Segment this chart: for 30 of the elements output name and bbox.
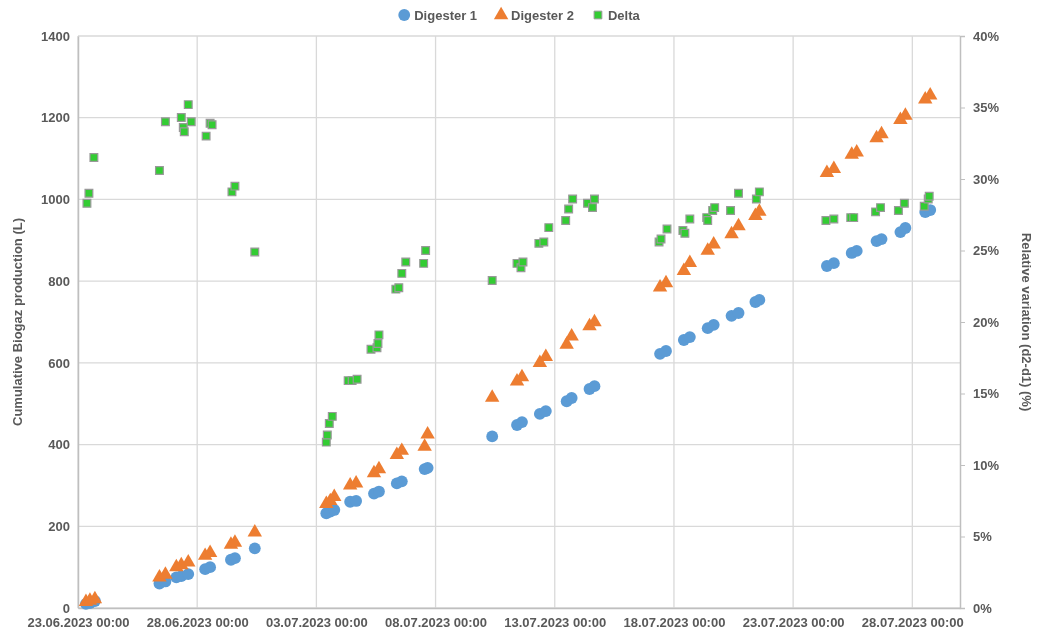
y-tick-label: 0 bbox=[62, 600, 70, 616]
y-axis-title: Cumulative Biogaz production (L) bbox=[10, 218, 25, 426]
y-tick-label: 400 bbox=[48, 437, 70, 453]
legend-label: Delta bbox=[607, 8, 641, 23]
y-tick-label: 200 bbox=[48, 518, 70, 534]
y2-tick-label: 10% bbox=[973, 457, 1000, 473]
y2-axis-title: Relative variation (d2-d1) (%) bbox=[1019, 232, 1034, 412]
x-tick-label: 18.07.2023 00:00 bbox=[623, 615, 726, 631]
y2-tick-label: 20% bbox=[973, 314, 1000, 330]
y-tick-label: 800 bbox=[48, 273, 70, 289]
x-tick-label: 23.06.2023 00:00 bbox=[27, 615, 130, 631]
y2-tick-label: 35% bbox=[973, 100, 1000, 116]
x-tick-label: 13.07.2023 00:00 bbox=[504, 615, 607, 631]
y-tick-label: 1000 bbox=[41, 192, 70, 208]
y2-tick-label: 5% bbox=[973, 529, 993, 545]
y2-tick-label: 30% bbox=[973, 171, 1000, 187]
legend-label: Digester 2 bbox=[511, 8, 574, 23]
y-tick-label: 1400 bbox=[41, 28, 70, 44]
x-tick-label: 03.07.2023 00:00 bbox=[265, 615, 368, 631]
x-tick-label: 08.07.2023 00:00 bbox=[385, 615, 488, 631]
y2-tick-label: 0% bbox=[973, 600, 993, 616]
y2-tick-label: 25% bbox=[973, 243, 1000, 259]
y-tick-label: 600 bbox=[48, 355, 70, 371]
y2-tick-label: 40% bbox=[973, 28, 1000, 44]
x-tick-label: 28.07.2023 00:00 bbox=[861, 615, 964, 631]
x-tick-label: 23.07.2023 00:00 bbox=[742, 615, 845, 631]
y2-tick-label: 15% bbox=[973, 386, 1000, 402]
y-tick-label: 1200 bbox=[41, 110, 70, 126]
legend-label: Digester 1 bbox=[414, 8, 478, 23]
x-tick-label: 28.06.2023 00:00 bbox=[146, 615, 249, 631]
